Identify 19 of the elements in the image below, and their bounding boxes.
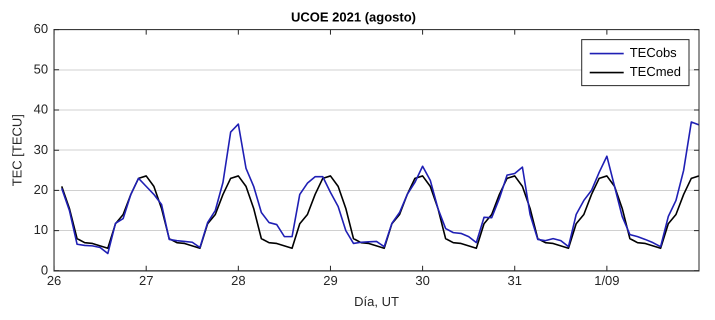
y-tick-label: 0 [40,262,48,278]
x-tick-label: 27 [138,273,154,288]
y-tick-label: 40 [34,102,48,117]
legend-label: TECobs [630,45,678,60]
x-tick-label: 31 [507,273,522,288]
y-tick-label: 30 [34,142,48,157]
x-tick-label: 29 [323,273,338,288]
y-axis-title: TEC [TECU] [9,114,24,186]
chart-title: UCOE 2021 (agosto) [291,9,416,24]
legend-label: TECmed [630,64,682,80]
x-tick-label: 30 [415,273,430,288]
y-tick-label: 10 [34,222,48,238]
x-tick-label: 28 [231,273,246,288]
y-tick-label: 20 [34,182,48,197]
x-axis-title: Día, UT [354,294,399,309]
x-tick-label: 26 [46,273,62,288]
y-tick-label: 60 [34,21,48,36]
x-tick-label: 1/09 [594,273,620,288]
y-tick-label: 50 [34,61,48,76]
